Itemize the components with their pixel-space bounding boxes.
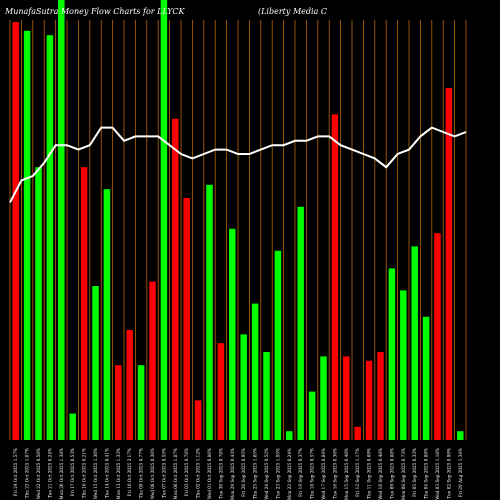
x-tick-label: Tue 09 Sep 2025 0.88% [389, 448, 394, 499]
bar [12, 22, 19, 440]
chart-title: MunafaSutra Money Flow Charts for LLYCK [4, 7, 186, 16]
x-tick-label: Wed 22 Oct 2025 0.50% [36, 448, 41, 499]
x-tick-label: Fri 12 Sep 2025 1.17% [355, 448, 360, 497]
x-tick-label: Wed 01 Oct 2025 0.86% [207, 448, 212, 499]
bar [457, 431, 464, 440]
bar [331, 114, 339, 441]
x-tick-label: Thu 18 Sep 2025 0.57% [310, 448, 315, 499]
x-tick-label: Tue 14 Oct 2025 0.41% [104, 448, 109, 498]
x-tick-label: Tue 30 Sep 2025 0.78% [218, 448, 223, 499]
bar [286, 431, 293, 440]
bar [388, 268, 396, 440]
bar [58, 0, 65, 440]
bar [229, 228, 236, 440]
x-tick-label: Fri 05 Sep 2025 0.33% [412, 448, 417, 497]
bar [194, 400, 202, 440]
bar [308, 391, 316, 440]
bar [46, 35, 54, 440]
grid-lines [9, 20, 467, 440]
bar [172, 118, 179, 441]
x-tick-label: Mon 08 Sep 2025 0.73% [401, 448, 406, 500]
x-tick-label: Wed 08 Oct 2025 0.36% [150, 448, 155, 499]
bar [206, 184, 213, 440]
x-tick-label: Tue 21 Oct 2025 0.24% [47, 448, 52, 498]
bar [69, 413, 76, 440]
x-tick-label: Tue 07 Oct 2025 0.55% [161, 448, 166, 498]
bar [354, 426, 361, 440]
x-tick-label: Mon 13 Oct 2025 1.33% [116, 448, 121, 500]
x-tick-labels: Fri 24 Oct 2025 1.57% Thu 23 Oct 2025 1.0… [13, 448, 463, 500]
x-tick-label: Thu 25 Sep 2025 1.65% [253, 448, 258, 499]
x-tick-label: Thu 02 Oct 2025 1.12% [196, 448, 201, 498]
x-tick-label: Fri 24 Oct 2025 1.57% [13, 448, 18, 496]
x-tick-label: Wed 03 Sep 2025 1.18% [435, 448, 440, 500]
x-tick-label: Fri 03 Oct 2025 0.78% [184, 448, 189, 496]
bar [422, 316, 430, 440]
chart-subtitle: (Liberty Media C [258, 7, 327, 16]
x-tick-label: Fri 26 Sep 2025 0.95% [241, 448, 246, 497]
x-tick-label: Wed 15 Oct 2025 1.30% [93, 448, 98, 499]
x-tick-label: Mon 20 Oct 2025 1.38% [59, 448, 64, 500]
x-tick-label: Wed 10 Sep 2025 0.48% [378, 448, 383, 500]
x-tick-label: Wed 17 Sep 2025 0.84% [321, 448, 326, 500]
bar [320, 356, 327, 440]
bar [92, 286, 99, 440]
x-tick-label: Mon 29 Sep 2025 0.43% [230, 448, 235, 500]
bar [434, 233, 441, 440]
bar [365, 360, 373, 440]
bar [23, 30, 31, 441]
bar [35, 167, 42, 440]
x-tick-label: Wed 24 Sep 2025 0.52% [264, 448, 269, 500]
bar [411, 246, 418, 440]
x-tick-label: Tue 16 Sep 2025 0.36% [332, 448, 337, 499]
bar [240, 334, 247, 440]
x-tick-label: Fri 29 Aug 2025 1.34% [458, 448, 463, 497]
x-tick-label: Thu 23 Oct 2025 1.07% [25, 448, 30, 498]
bar [160, 0, 168, 440]
bar [400, 290, 407, 440]
x-tick-label: Thu 16 Oct 2025 0.21% [82, 448, 87, 498]
bar [274, 250, 282, 440]
x-tick-label: Thu 04 Sep 2025 0.88% [424, 448, 429, 499]
bar [183, 198, 190, 440]
x-tick-label: Mon 06 Oct 2025 1.87% [173, 448, 178, 500]
bar [126, 330, 133, 440]
bar [217, 343, 225, 440]
x-tick-label: Fri 17 Oct 2025 0.53% [70, 448, 75, 496]
x-tick-label: Mon 22 Sep 2025 0.24% [287, 448, 292, 500]
x-tick-label: Fri 10 Oct 2025 2.17% [127, 448, 132, 496]
x-tick-label: Tue 23 Sep 2025 1.95% [275, 448, 280, 499]
money-flow-line [9, 126, 467, 203]
bar [297, 206, 304, 440]
x-tick-label: Tue 02 Sep 2025 0.99% [446, 448, 451, 499]
bar [137, 365, 145, 440]
x-tick-label: Thu 11 Sep 2025 0.69% [367, 448, 372, 499]
bar [343, 356, 350, 440]
bar [263, 352, 270, 440]
x-tick-label: Mon 15 Sep 2025 0.40% [344, 448, 349, 500]
bar [149, 281, 156, 440]
bar [103, 189, 111, 440]
bar [251, 303, 259, 440]
bar [445, 88, 453, 440]
bar [377, 352, 384, 440]
bar-series [12, 0, 464, 441]
x-tick-label: Thu 09 Oct 2025 0.77% [139, 448, 144, 498]
bar [80, 167, 88, 440]
x-tick-label: Fri 19 Sep 2025 0.37% [298, 448, 303, 497]
bar [115, 365, 122, 440]
